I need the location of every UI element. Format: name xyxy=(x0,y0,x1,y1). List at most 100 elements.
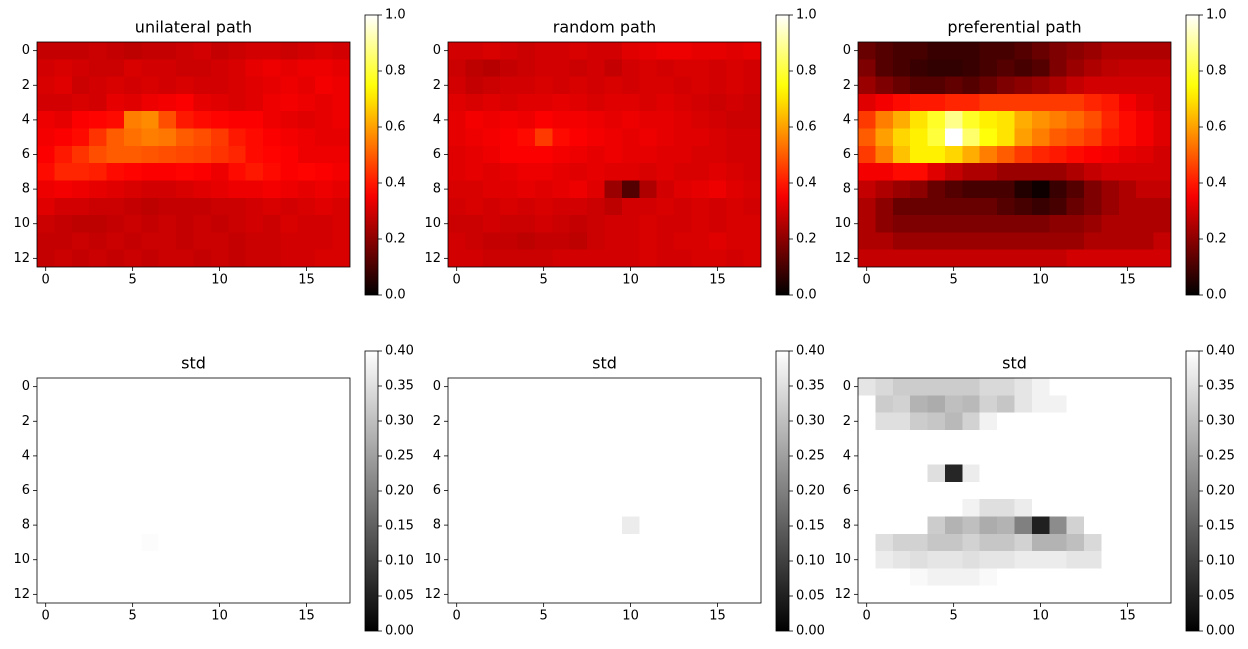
heatmap-cell xyxy=(534,249,553,267)
y-tick-label: 6 xyxy=(22,147,30,162)
heatmap-cell xyxy=(1049,533,1067,552)
heatmap-cell xyxy=(1014,447,1032,465)
heatmap-cell xyxy=(1084,551,1102,569)
heatmap-cell xyxy=(743,585,761,603)
heatmap-cell xyxy=(176,42,194,60)
heatmap-cell xyxy=(517,533,535,552)
heatmap-cell xyxy=(892,429,911,448)
heatmap-cell xyxy=(1049,145,1067,164)
heatmap-cell xyxy=(89,464,107,482)
chart-title: std xyxy=(592,354,617,373)
heatmap-cell xyxy=(158,59,177,77)
heatmap-cell xyxy=(534,111,553,129)
heatmap-cell xyxy=(1084,378,1102,396)
heatmap-cell xyxy=(858,464,876,482)
heatmap-cell xyxy=(1049,585,1067,603)
heatmap-cell xyxy=(944,481,963,500)
colorbar-tick-label: 0.00 xyxy=(1206,624,1235,639)
colorbar-tick-label: 0.4 xyxy=(1206,176,1227,191)
heatmap-cell xyxy=(1118,93,1137,112)
colorbar-tick-label: 0.6 xyxy=(385,120,406,135)
heatmap-cell xyxy=(944,585,963,603)
heatmap-cell xyxy=(708,163,727,181)
heatmap-cell xyxy=(263,481,281,500)
colorbar-tick-label: 0.8 xyxy=(1206,64,1227,79)
heatmap-cell xyxy=(71,59,90,77)
heatmap-cell xyxy=(245,93,264,112)
heatmap-cell xyxy=(1118,163,1137,181)
y-tick-label: 0 xyxy=(22,379,30,394)
heatmap-cell xyxy=(315,516,333,534)
heatmap-cell xyxy=(448,249,466,267)
heatmap-cell xyxy=(534,145,553,164)
y-tick-label: 12 xyxy=(424,587,441,602)
heatmap-cell xyxy=(1084,215,1102,233)
colorbar-tick-label: 0.8 xyxy=(385,64,406,79)
heatmap-cell xyxy=(875,59,893,77)
heatmap-cell xyxy=(245,429,264,448)
heatmap-cell xyxy=(228,516,246,534)
heatmap-cell xyxy=(1118,59,1137,77)
heatmap-cell xyxy=(962,585,980,603)
heatmap-cell xyxy=(962,533,980,552)
heatmap-cell xyxy=(604,447,622,465)
heatmap-cell xyxy=(997,516,1015,534)
heatmap-cell xyxy=(89,128,107,146)
heatmap-cell xyxy=(315,59,333,77)
heatmap-cell xyxy=(726,59,744,77)
heatmap-cell xyxy=(587,163,605,181)
heatmap-cell xyxy=(1101,59,1119,77)
heatmap-cell xyxy=(176,76,194,94)
heatmap-cell xyxy=(534,59,553,77)
heatmap-cell xyxy=(569,585,588,603)
y-tick-label: 0 xyxy=(433,43,441,58)
heatmap-cell xyxy=(1014,76,1032,94)
heatmap-cell xyxy=(726,533,744,552)
heatmap-cell xyxy=(193,447,211,465)
heatmap-cell xyxy=(1031,232,1050,250)
heatmap-cell xyxy=(674,128,692,146)
heatmap-cell xyxy=(71,533,90,552)
heatmap-cell xyxy=(482,447,501,465)
heatmap-cell xyxy=(979,232,998,250)
heatmap-cell xyxy=(1101,585,1119,603)
heatmap-cell xyxy=(892,42,911,60)
heatmap-cell xyxy=(875,412,893,430)
heatmap-cell xyxy=(997,145,1015,164)
heatmap-cell xyxy=(674,429,692,448)
heatmap-cell xyxy=(674,197,692,216)
heatmap-cell xyxy=(604,378,622,396)
x-tick-label: 10 xyxy=(622,273,639,288)
heatmap-cell xyxy=(927,412,945,430)
heatmap-cell xyxy=(106,551,124,569)
heatmap-cell xyxy=(534,447,553,465)
heatmap-cell xyxy=(1084,197,1102,216)
heatmap-cell xyxy=(621,93,640,112)
heatmap-cell xyxy=(944,516,963,534)
heatmap-cell xyxy=(1049,163,1067,181)
heatmap-cell xyxy=(1153,551,1171,569)
heatmap-cell xyxy=(910,464,928,482)
heatmap-cell xyxy=(1014,93,1032,112)
heatmap-cell xyxy=(892,464,911,482)
heatmap-cell xyxy=(1066,76,1085,94)
heatmap-cell xyxy=(656,464,675,482)
heatmap-cell xyxy=(691,551,709,569)
heatmap-cell xyxy=(1031,378,1050,396)
x-tick-label: 15 xyxy=(298,609,315,624)
heatmap-cell xyxy=(997,533,1015,552)
heatmap-cell xyxy=(106,232,124,250)
heatmap-cell xyxy=(245,481,264,500)
heatmap-cell xyxy=(726,447,744,465)
heatmap-cell xyxy=(534,568,553,586)
heatmap-cell xyxy=(674,59,692,77)
x-tick-label: 10 xyxy=(622,609,639,624)
heatmap-cell xyxy=(962,551,980,569)
heatmap-cell xyxy=(332,481,350,500)
heatmap-cell xyxy=(621,551,640,569)
y-tick-label: 0 xyxy=(843,43,851,58)
heatmap-cell xyxy=(158,378,177,396)
heatmap-cell xyxy=(892,499,911,517)
heatmap-cell xyxy=(141,163,159,181)
heatmap-cell xyxy=(927,464,945,482)
